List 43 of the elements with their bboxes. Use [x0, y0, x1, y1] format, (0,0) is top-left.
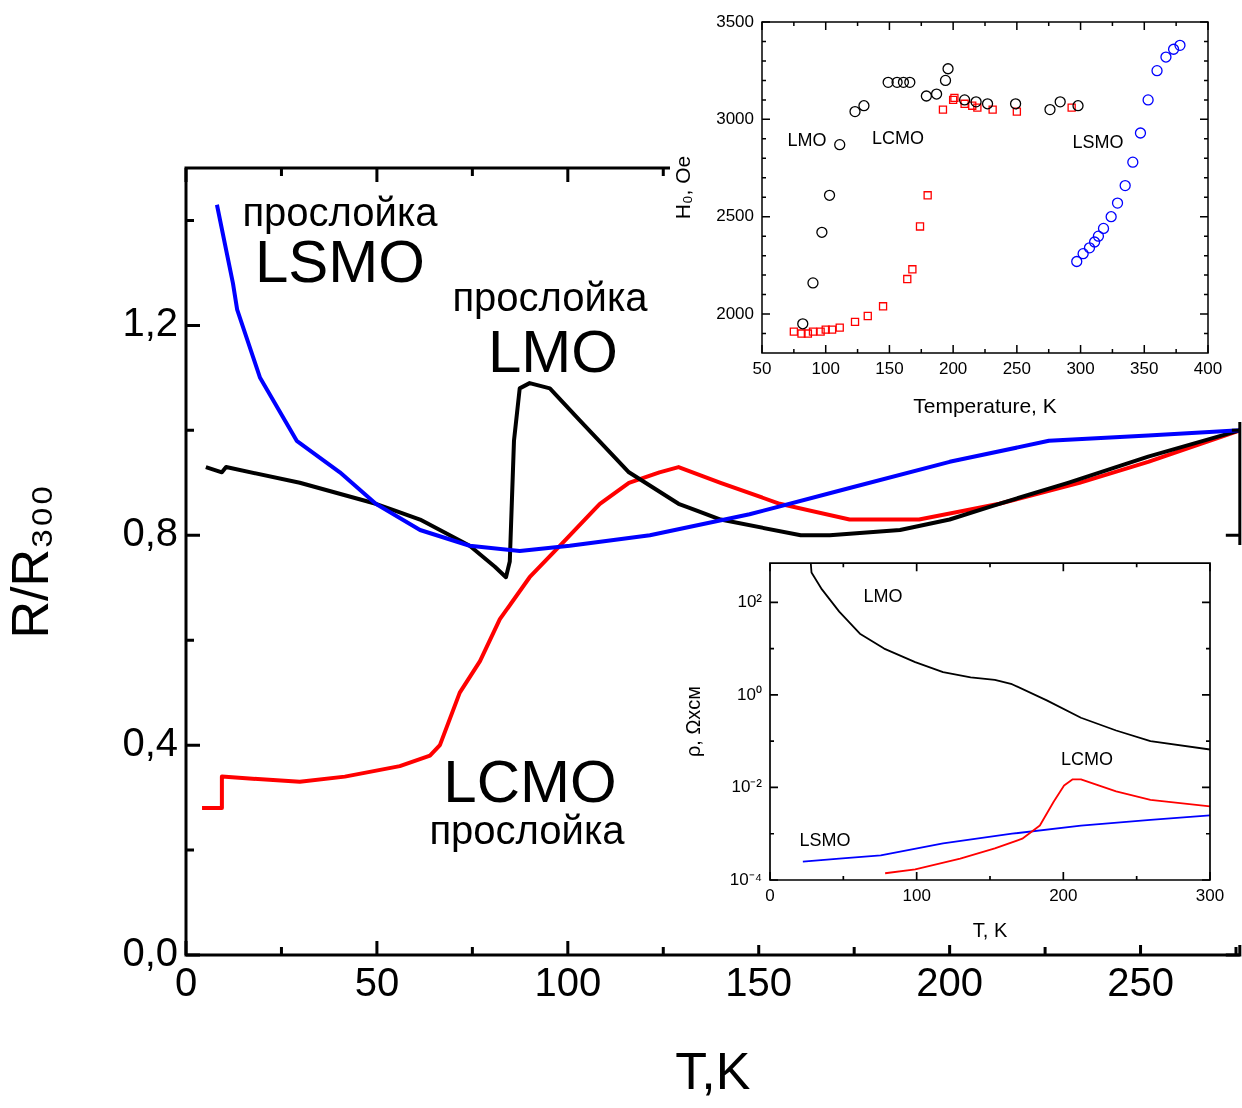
y-tick-label: 10⁰ [737, 684, 762, 704]
y-tick-label: 0,4 [122, 720, 178, 765]
y-tick-label: 10⁻⁴ [729, 869, 762, 889]
annotation: LSMO [799, 829, 851, 850]
x-axis-title: Temperature, K [913, 394, 1057, 418]
x-tick-label: 250 [1107, 960, 1174, 1005]
x-tick-label: 100 [534, 960, 602, 1005]
x-tick-label: 150 [725, 960, 793, 1005]
y-tick-label: 1,2 [122, 300, 178, 345]
annotation: LSMO [1072, 131, 1124, 152]
x-tick-label: 300 [1066, 358, 1095, 378]
x-tick-label: 200 [938, 358, 968, 378]
y-axis-title: R/R₃₀₀ [0, 484, 59, 639]
x-tick-label: 50 [752, 358, 772, 378]
x-axis-title: T,K [675, 1042, 751, 1101]
y-axis-title: H₀, Oe [671, 155, 695, 220]
x-tick-label: 400 [1193, 358, 1223, 378]
x-axis-title: T, K [972, 918, 1008, 941]
x-tick-label: 100 [902, 885, 931, 905]
x-tick-label: 0 [765, 885, 775, 905]
annotation: LMO [863, 585, 903, 606]
y-tick-label: 10⁻² [731, 777, 763, 797]
y-tick-label: 3500 [716, 11, 754, 31]
x-tick-label: 100 [811, 358, 840, 378]
x-tick-label: 150 [875, 358, 904, 378]
annotation: LMO [487, 317, 619, 385]
x-tick-label: 50 [354, 960, 400, 1005]
annotation: прослойка [452, 275, 649, 320]
y-axis-title: ρ, Ωхсм [681, 686, 704, 758]
x-tick-label: 200 [1049, 885, 1078, 905]
annotation: LCMO [871, 127, 925, 148]
x-tick-label: 300 [1195, 885, 1225, 905]
y-tick-label: 3000 [716, 109, 754, 129]
x-tick-label: 350 [1130, 358, 1159, 378]
annotation: LCMO [1060, 748, 1114, 769]
y-tick-label: 2000 [716, 303, 754, 323]
x-tick-label: 250 [1002, 358, 1032, 378]
y-tick-label: 0,8 [122, 510, 178, 555]
annotation: прослойка [429, 808, 626, 853]
x-tick-label: 200 [916, 960, 984, 1005]
annotation: LMO [787, 129, 827, 150]
y-tick-label: 2500 [716, 206, 754, 226]
y-tick-label: 10² [737, 592, 763, 611]
